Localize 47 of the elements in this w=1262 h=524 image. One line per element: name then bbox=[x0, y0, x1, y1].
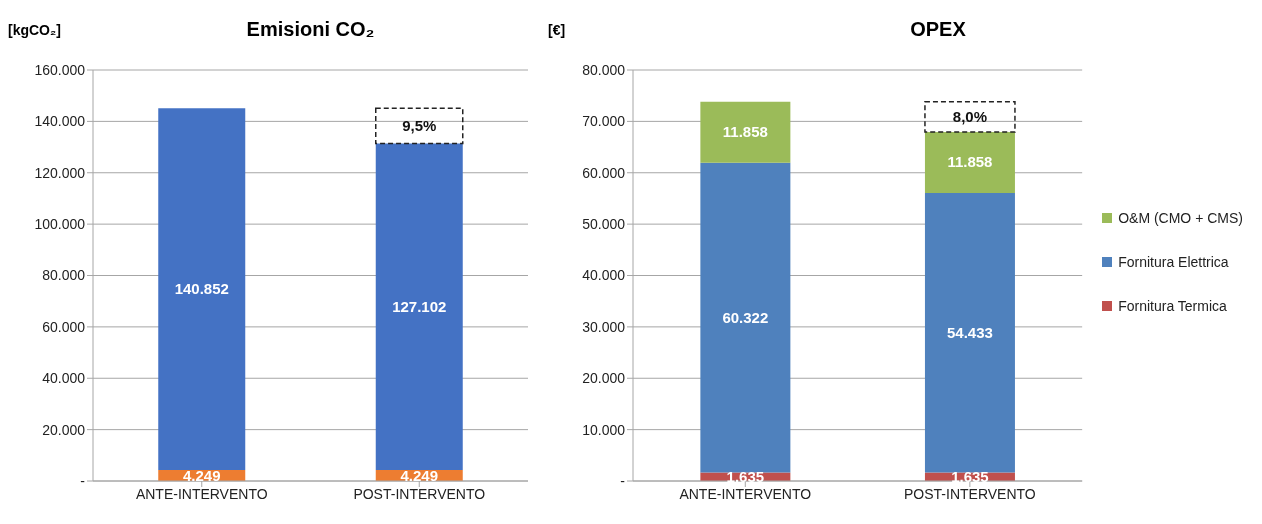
y-axis-title: [kgCO₂] bbox=[8, 22, 61, 38]
y-tick-label: 30.000 bbox=[582, 318, 626, 335]
y-axis-title: [€] bbox=[548, 22, 566, 38]
bar bbox=[700, 162, 791, 473]
data-label: 127.102 bbox=[392, 297, 447, 315]
data-label: 1.635 bbox=[726, 467, 765, 485]
y-tick-label: 80.000 bbox=[42, 267, 86, 284]
y-tick-label: - bbox=[80, 472, 86, 489]
y-tick-label: 40.000 bbox=[582, 267, 626, 284]
y-tick-label: 120.000 bbox=[34, 164, 86, 181]
x-tick-label: POST-INTERVENTO bbox=[904, 485, 1036, 502]
y-tick-label: 80.000 bbox=[582, 61, 626, 78]
data-label: 140.852 bbox=[174, 280, 229, 298]
y-tick-label: 20.000 bbox=[582, 370, 626, 387]
data-label: 4.249 bbox=[182, 466, 221, 484]
data-label: 11.858 bbox=[947, 153, 993, 171]
annotation: 9,5% bbox=[402, 116, 437, 134]
x-tick-label: ANTE-INTERVENTO bbox=[679, 485, 812, 502]
y-tick-label: 60.000 bbox=[582, 164, 626, 181]
y-tick-label: 10.000 bbox=[582, 421, 626, 438]
data-label: 54.433 bbox=[947, 323, 993, 341]
legend-label: Fornitura Elettrica bbox=[1118, 254, 1229, 270]
bar bbox=[375, 143, 463, 471]
y-tick-label: 60.000 bbox=[42, 318, 86, 335]
chart-title: OPEX bbox=[909, 18, 967, 41]
y-tick-label: 20.000 bbox=[42, 421, 86, 438]
y-tick-label: 40.000 bbox=[42, 370, 86, 387]
y-tick-label: 140.000 bbox=[34, 113, 86, 130]
y-tick-label: 100.000 bbox=[34, 216, 86, 233]
legend-label: O&M (CMO + CMS) bbox=[1118, 210, 1243, 226]
x-tick-label: ANTE-INTERVENTO bbox=[135, 485, 268, 502]
bar bbox=[924, 192, 1015, 473]
y-tick-label: 160.000 bbox=[34, 61, 86, 78]
bar bbox=[700, 101, 791, 163]
bar bbox=[158, 108, 246, 471]
y-tick-label: - bbox=[620, 472, 626, 489]
data-label: 4.249 bbox=[400, 466, 439, 484]
x-tick-label: POST-INTERVENTO bbox=[353, 485, 486, 502]
data-label: 1.635 bbox=[951, 467, 989, 485]
bar bbox=[924, 132, 1015, 193]
annotation: 8,0% bbox=[952, 107, 988, 125]
legend-label: Fornitura Termica bbox=[1118, 298, 1227, 314]
chart-title: Emisioni CO₂ bbox=[245, 18, 376, 41]
y-tick-label: 70.000 bbox=[582, 113, 626, 130]
y-tick-label: 50.000 bbox=[582, 216, 626, 233]
data-label: 11.858 bbox=[722, 123, 768, 141]
data-label: 60.322 bbox=[722, 308, 769, 326]
